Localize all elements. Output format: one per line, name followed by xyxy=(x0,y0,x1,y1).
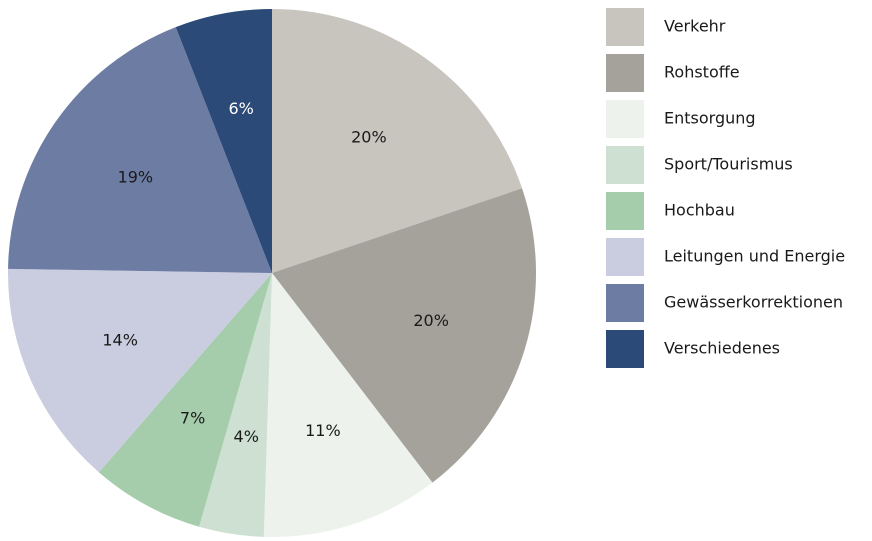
pie-slice xyxy=(272,188,536,483)
value-label: 6% xyxy=(228,99,253,118)
value-label: 20% xyxy=(413,311,449,330)
legend-swatch xyxy=(606,330,644,368)
legend-label: Sport/Tourismus xyxy=(664,155,793,174)
value-label: 11% xyxy=(305,421,341,440)
legend-label: Leitungen und Energie xyxy=(664,247,845,266)
legend-swatch xyxy=(606,54,644,92)
legend-label: Entsorgung xyxy=(664,109,756,128)
value-label: 19% xyxy=(118,168,154,187)
legend-label: Rohstoffe xyxy=(664,63,740,82)
value-label: 14% xyxy=(102,330,138,349)
legend-swatch xyxy=(606,238,644,276)
pie-slice xyxy=(7,268,272,473)
legend-label: Gewässerkorrektionen xyxy=(664,293,843,312)
legend-swatch xyxy=(606,100,644,138)
legend-swatch xyxy=(606,8,644,46)
pie-slice xyxy=(199,273,272,537)
legend-label: Hochbau xyxy=(664,201,735,220)
pie-slice xyxy=(175,9,272,273)
legend-label: Verschiedenes xyxy=(664,339,780,358)
value-label: 20% xyxy=(351,127,387,146)
pie-slice xyxy=(8,27,273,274)
value-label: 4% xyxy=(234,427,259,446)
pie-slice xyxy=(263,273,433,537)
legend-swatch xyxy=(606,146,644,184)
legend-label: Verkehr xyxy=(664,17,726,36)
legend-swatch xyxy=(606,192,644,230)
legend-swatch xyxy=(606,284,644,322)
pie-slice xyxy=(272,9,523,273)
pie-slice xyxy=(98,273,273,527)
value-label: 7% xyxy=(180,409,205,428)
